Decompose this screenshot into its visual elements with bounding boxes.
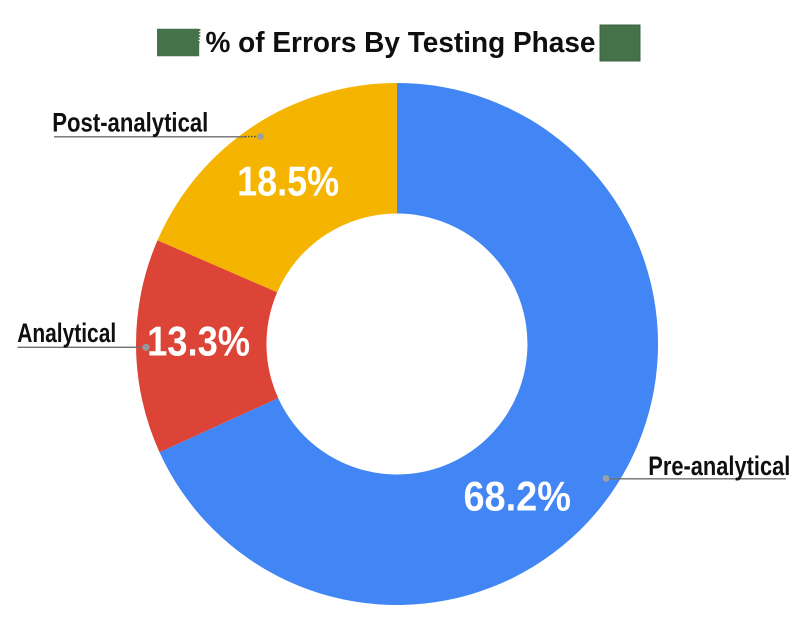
svg-text:13.3%: 13.3% xyxy=(147,317,250,364)
svg-text:Pre-analytical: Pre-analytical xyxy=(648,451,790,481)
svg-text:% of Errors By Testing Phase: % of Errors By Testing Phase xyxy=(206,27,596,59)
svg-text:68.2%: 68.2% xyxy=(463,473,571,520)
svg-text:Post-analytical: Post-analytical xyxy=(52,108,208,138)
svg-text:Analytical: Analytical xyxy=(17,318,116,348)
svg-text:18.5%: 18.5% xyxy=(237,158,339,205)
